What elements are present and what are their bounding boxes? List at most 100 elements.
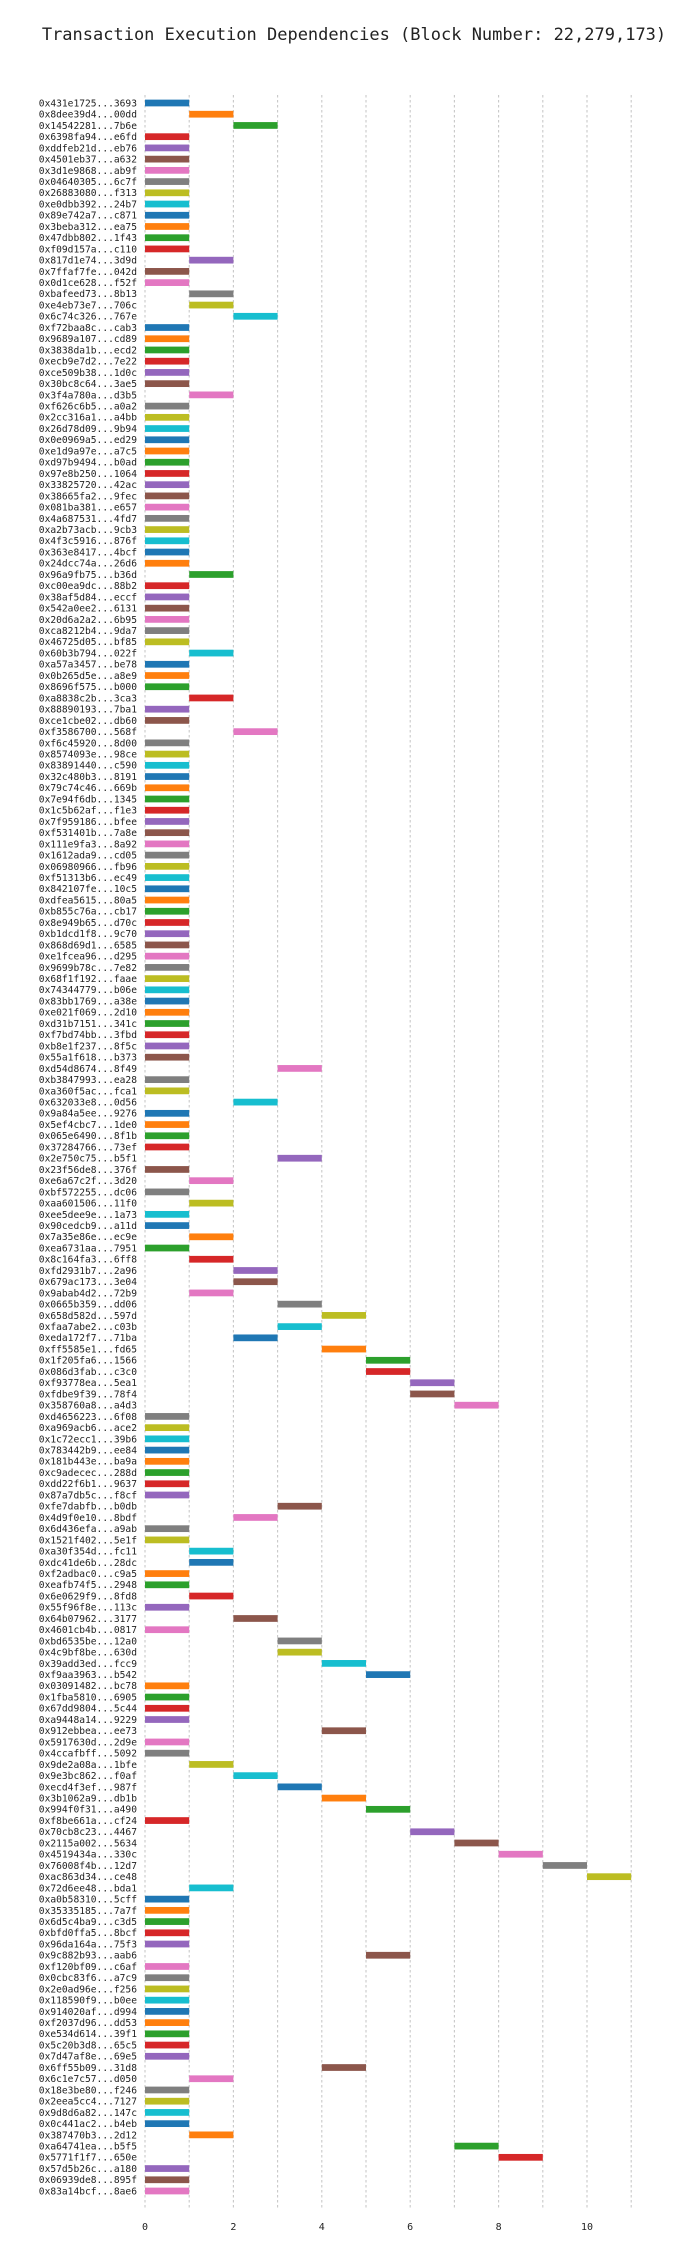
tx-bar xyxy=(145,346,190,354)
tx-label: 0xe534d614...39f1 xyxy=(39,2029,137,2040)
tx-bar xyxy=(366,1356,411,1364)
tx-bar xyxy=(145,425,190,432)
tx-bar xyxy=(145,1603,190,1611)
tx-label: 0xa0b58310...5cff xyxy=(39,1895,137,1906)
tx-label: 0xf2037d96...dd53 xyxy=(39,2018,137,2029)
tx-bar xyxy=(366,1951,411,1959)
tx-label: 0x4c9bf8be...630d xyxy=(39,1648,137,1659)
tx-label: 0x111e9fa3...8a92 xyxy=(39,839,137,850)
tx-bar xyxy=(233,1278,278,1286)
tx-bar xyxy=(145,133,190,141)
tx-label: 0x96da164a...75f3 xyxy=(39,1939,137,1950)
tx-bar xyxy=(145,1749,190,1757)
tx-bar xyxy=(454,1839,499,1847)
tx-label: 0x83a14bcf...8ae6 xyxy=(39,2186,137,2197)
tx-bar xyxy=(145,874,190,881)
tx-label: 0x5ef4cbc7...1de0 xyxy=(39,1120,137,1131)
tx-bar xyxy=(277,1323,322,1330)
tx-label: 0x5c20b3d8...65c5 xyxy=(39,2040,137,2051)
tx-label: 0x4601cb4b...0817 xyxy=(39,1625,137,1636)
tx-bar xyxy=(321,1312,366,1319)
tx-bar xyxy=(587,1873,632,1881)
tx-label: 0x842107fe...10c5 xyxy=(39,884,137,895)
tx-bar xyxy=(498,2153,543,2161)
tx-bar xyxy=(145,1895,190,1903)
tx-label: 0xce509b38...1d0c xyxy=(39,368,137,379)
tx-bar xyxy=(145,907,190,915)
tx-bar xyxy=(277,1783,322,1791)
tx-label: 0xeafb74f5...2948 xyxy=(39,1580,137,1591)
tx-label: 0x30bc8c64...3ae5 xyxy=(39,379,137,390)
tx-label: 0x0665b359...dd06 xyxy=(39,1300,137,1311)
y-tick-labels: 0x431e1725...36930x8dee39d4...00dd0x1454… xyxy=(39,98,137,2197)
tx-bar xyxy=(145,2187,190,2195)
tx-label: 0x632033e8...0d56 xyxy=(39,1097,137,1108)
tx-label: 0x2115a002...5634 xyxy=(39,1838,137,1849)
tx-bar xyxy=(145,492,190,500)
tx-bar xyxy=(145,717,190,724)
tx-bar xyxy=(189,110,234,118)
tx-bar xyxy=(542,1862,587,1869)
tx-label: 0x8dee39d4...00dd xyxy=(39,110,137,121)
tx-label: 0x23f56de8...376f xyxy=(39,1165,137,1176)
bars xyxy=(145,99,632,2195)
tx-label: 0x6ff55b09...31d8 xyxy=(39,2063,137,2074)
tx-label: 0xf51313b6...ec49 xyxy=(39,873,137,884)
x-tick-label: 4 xyxy=(319,2222,325,2233)
tx-bar xyxy=(233,1267,278,1274)
tx-bar xyxy=(145,2086,190,2094)
tx-bar xyxy=(145,997,190,1005)
x-tick-label: 0 xyxy=(142,2222,148,2233)
chart-title: Transaction Execution Dependencies (Bloc… xyxy=(42,25,666,45)
tx-label: 0x6e0629f9...8fd8 xyxy=(39,1591,137,1602)
tx-bar xyxy=(321,1794,366,1802)
tx-label: 0x68f1f192...faae xyxy=(39,974,137,985)
tx-label: 0xf626c6b5...a0a2 xyxy=(39,401,137,412)
tx-label: 0x0c441ac2...b4eb xyxy=(39,2119,137,2130)
tx-bar xyxy=(277,1502,322,1510)
tx-bar xyxy=(145,1918,190,1925)
tx-bar xyxy=(145,1008,190,1016)
tx-label: 0x26d78d09...9b94 xyxy=(39,424,137,435)
tx-label: 0xf8be661a...cf24 xyxy=(39,1816,137,1827)
tx-label: 0x9de2a08a...1bfe xyxy=(39,1760,137,1771)
tx-bar xyxy=(145,818,190,825)
tx-label: 0xa64741ea...b5f5 xyxy=(39,2141,137,2152)
tx-bar xyxy=(145,99,190,107)
tx-label: 0x3f4a780a...d3b5 xyxy=(39,390,137,401)
tx-bar xyxy=(145,784,190,792)
tx-bar xyxy=(145,1716,190,1723)
tx-bar xyxy=(145,1974,190,1982)
tx-label: 0x431e1725...3693 xyxy=(39,98,137,109)
tx-label: 0x1fba5810...6905 xyxy=(39,1692,137,1703)
tx-label: 0x46725d05...bf85 xyxy=(39,637,137,648)
tx-bar xyxy=(233,1098,278,1106)
x-tick-label: 10 xyxy=(581,2222,593,2233)
tx-bar xyxy=(189,1761,234,1768)
tx-label: 0x4ccafbff...5092 xyxy=(39,1749,137,1760)
tx-label: 0xfd2931b7...2a96 xyxy=(39,1266,137,1277)
tx-label: 0xf09d157a...c110 xyxy=(39,244,137,255)
tx-bar xyxy=(145,1682,190,1690)
tx-bar xyxy=(410,1379,455,1387)
tx-label: 0xd54d8674...8f49 xyxy=(39,1064,137,1075)
tx-bar xyxy=(145,481,190,489)
tx-label: 0x387470b3...2d12 xyxy=(39,2130,137,2141)
tx-label: 0x4a687531...4fd7 xyxy=(39,514,137,525)
tx-label: 0xfaa7abe2...c03b xyxy=(39,1322,137,1333)
tx-bar xyxy=(145,851,190,859)
tx-bar xyxy=(321,1345,366,1353)
tx-label: 0x03091482...bc78 xyxy=(39,1681,137,1692)
tx-label: 0xaa601506...11f0 xyxy=(39,1199,137,1210)
tx-bar xyxy=(233,312,278,320)
tx-bar xyxy=(145,2008,190,2015)
tx-bar xyxy=(145,369,190,376)
tx-bar xyxy=(145,413,190,421)
x-tick-label: 8 xyxy=(496,2222,502,2233)
tx-label: 0x64b07962...3177 xyxy=(39,1614,137,1625)
tx-bar xyxy=(145,941,190,949)
tx-label: 0x06980966...fb96 xyxy=(39,862,137,873)
tx-label: 0x20d6a2a2...6b95 xyxy=(39,615,137,626)
tx-bar xyxy=(145,660,190,668)
